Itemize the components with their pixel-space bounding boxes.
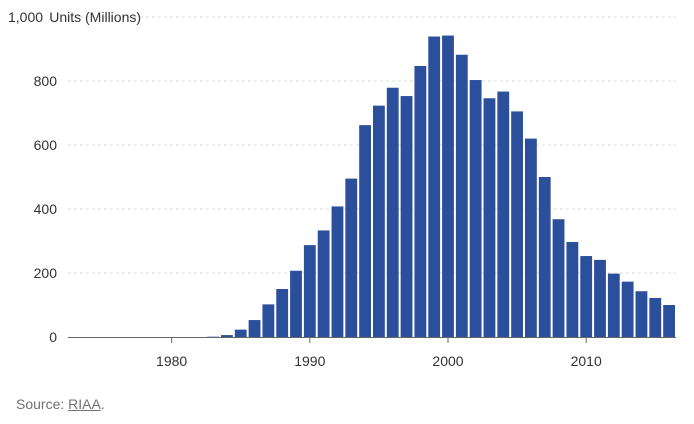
x-tick-label: 1990 xyxy=(294,353,325,369)
source-prefix: Source: xyxy=(16,396,69,412)
y-axis: 0 200 400 600 800 1,000 Units (Millions) xyxy=(8,9,141,345)
x-axis: 1980 1990 2000 2010 xyxy=(68,337,676,369)
x-tick-label: 2010 xyxy=(571,353,602,369)
bar xyxy=(373,105,385,337)
bar xyxy=(221,335,233,337)
bar xyxy=(234,329,247,337)
bar xyxy=(663,305,675,337)
x-tick-label: 2000 xyxy=(432,353,463,369)
source-link[interactable]: RIAA xyxy=(68,396,101,412)
y-tick-label: 200 xyxy=(34,265,58,281)
y-tick-label: 800 xyxy=(34,73,58,89)
bar xyxy=(552,219,565,337)
bars xyxy=(207,35,675,338)
bar xyxy=(442,35,454,338)
y-tick-label: 0 xyxy=(49,329,57,345)
bar xyxy=(386,87,399,337)
grid-lines xyxy=(68,16,676,274)
x-tick-label: 1980 xyxy=(156,353,187,369)
bar xyxy=(345,178,358,337)
bar xyxy=(428,36,441,338)
bar xyxy=(594,259,606,337)
bar xyxy=(400,96,413,337)
y-tick-label: 1,000 xyxy=(8,9,43,25)
bar xyxy=(317,230,330,337)
bar xyxy=(331,206,344,337)
y-tick-label: 600 xyxy=(34,137,58,153)
bar xyxy=(359,125,371,337)
bar xyxy=(525,138,537,337)
bar xyxy=(469,80,482,337)
bar xyxy=(566,241,579,337)
source-note: Source: RIAA. xyxy=(16,396,105,412)
bar xyxy=(580,256,593,337)
bar xyxy=(607,273,620,337)
bar xyxy=(276,289,289,337)
source-suffix: . xyxy=(100,396,105,412)
bar xyxy=(262,304,275,337)
bar xyxy=(635,291,648,337)
bar xyxy=(303,245,316,337)
bar xyxy=(290,270,302,337)
bar xyxy=(511,111,523,338)
bar xyxy=(497,91,510,337)
bar xyxy=(455,54,468,337)
bar xyxy=(649,297,662,337)
bar xyxy=(248,320,261,337)
y-tick-label: 400 xyxy=(34,201,58,217)
bar xyxy=(538,177,551,337)
bar xyxy=(621,281,634,337)
bar xyxy=(414,65,427,338)
bar xyxy=(483,98,496,337)
y-axis-unit-label: Units (Millions) xyxy=(49,9,141,25)
